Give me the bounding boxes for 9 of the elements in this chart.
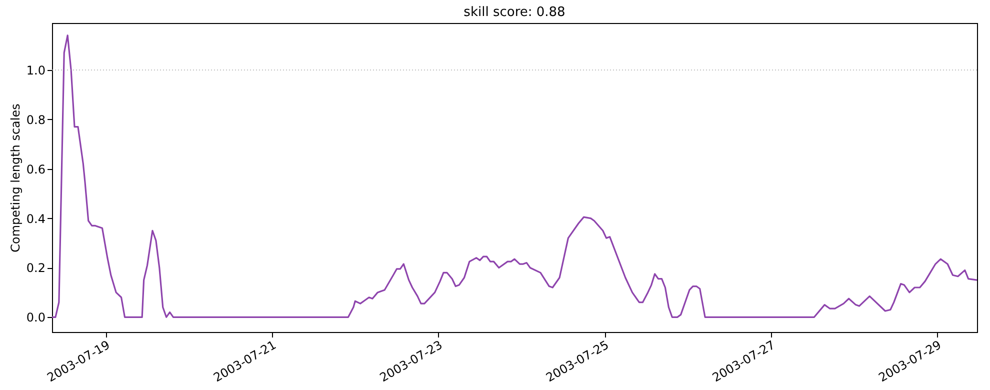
line-series [52,34,977,318]
y-tick-label: 1.0 [26,63,46,78]
chart-title: skill score: 0.88 [464,5,566,20]
y-tick-label: 0.4 [26,212,46,226]
y-tick-label: 0.0 [26,310,46,325]
y-tick-label: 0.2 [26,261,46,276]
y-axis-title: Competing length scales [8,104,22,252]
y-tick-label: 0.6 [26,162,46,176]
y-tick-label: 0.8 [26,112,46,127]
